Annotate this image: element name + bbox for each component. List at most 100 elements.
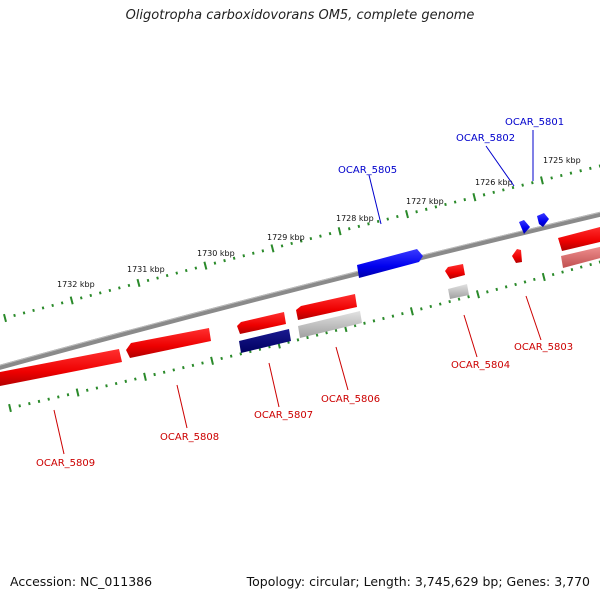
scale-bottom-minor-tick <box>401 312 404 316</box>
leader-ocar-5802 <box>485 145 515 187</box>
kbp-label-1727: 1727 kbp <box>406 197 444 206</box>
scale-top-minor-tick <box>51 303 54 308</box>
scale-top-major-tick <box>203 261 208 270</box>
scale-top-minor-tick <box>463 198 467 202</box>
scale-bottom-minor-tick <box>551 272 555 277</box>
gene-ocar-5807[interactable] <box>237 312 286 334</box>
scale-bottom-minor-tick <box>429 304 433 309</box>
gene-ocar-5804-pseudo[interactable] <box>448 284 469 299</box>
scale-bottom-major-tick <box>75 388 80 397</box>
kbp-label-1732: 1732 kbp <box>57 280 95 289</box>
scale-top-minor-tick <box>89 293 93 298</box>
reverse-genes <box>0 226 600 387</box>
gene-ocar-5806-pseudo[interactable] <box>298 311 362 338</box>
gene-ocar-5801[interactable] <box>537 213 549 227</box>
scale-top-minor-tick <box>146 278 150 283</box>
scale-bottom-minor-tick <box>570 267 574 272</box>
scale-top-minor-tick <box>280 244 284 248</box>
scale-bottom-minor-tick <box>220 356 223 361</box>
leader-ocar-5808 <box>176 384 188 429</box>
scale-bottom-minor-tick <box>306 335 309 340</box>
label-ocar-5801[interactable]: OCAR_5801 <box>505 117 564 128</box>
forward-genes <box>357 213 549 278</box>
gene-ocar-5808[interactable] <box>126 328 211 358</box>
scale-bottom-minor-tick <box>533 277 536 282</box>
label-ocar-5806[interactable]: OCAR_5806 <box>321 394 380 405</box>
gene-ocar-5802[interactable] <box>519 220 530 234</box>
scale-bottom-minor-tick <box>162 370 166 374</box>
scale-top-minor-tick <box>79 296 83 300</box>
scale-ring-top <box>3 164 600 323</box>
scale-bottom-minor-tick <box>334 328 338 333</box>
gene-ocar-5806[interactable] <box>296 294 357 320</box>
scale-bottom-minor-tick <box>467 295 470 299</box>
scale-bottom-minor-tick <box>66 393 70 397</box>
scale-bottom-minor-tick <box>420 307 423 311</box>
map-title: Oligotropha carboxidovorans OM5, complet… <box>125 8 475 23</box>
scale-bottom-major-tick <box>210 356 214 365</box>
scale-bottom-minor-tick <box>353 324 357 328</box>
scale-top-minor-tick <box>299 239 303 243</box>
scale-top-minor-tick <box>223 259 226 263</box>
label-ocar-5803[interactable]: OCAR_5803 <box>514 342 573 353</box>
label-ocar-5809[interactable]: OCAR_5809 <box>36 458 95 469</box>
scale-top-minor-tick <box>453 200 457 204</box>
scale-bottom-minor-tick <box>124 379 128 383</box>
scale-bottom-minor-tick <box>296 338 300 342</box>
label-ocar-5808[interactable]: OCAR_5808 <box>160 432 219 443</box>
kbp-label-1726: 1726 kbp <box>475 178 513 187</box>
gene-labels: OCAR_5801 OCAR_5802 OCAR_5805 OCAR_5803 … <box>36 117 573 469</box>
scale-bottom-minor-tick <box>182 366 185 370</box>
kbp-label-1731: 1731 kbp <box>127 265 165 274</box>
gene-ocar-5804[interactable] <box>445 264 465 279</box>
leader-ocar-5805 <box>368 174 382 225</box>
scale-bottom-minor-tick <box>391 314 395 318</box>
scale-bottom-major-tick <box>8 403 12 413</box>
scale-bottom-minor-tick <box>448 299 451 304</box>
scale-top-minor-tick <box>175 271 179 275</box>
scale-top-minor-tick <box>357 224 361 228</box>
label-ocar-5805[interactable]: OCAR_5805 <box>338 165 397 176</box>
scale-top-minor-tick <box>165 273 169 278</box>
scale-top-minor-tick <box>502 188 505 192</box>
gene-ocar-5805[interactable] <box>357 249 423 278</box>
scale-bottom-minor-tick <box>172 368 176 372</box>
label-ocar-5804[interactable]: OCAR_5804 <box>451 360 510 371</box>
scale-top-major-tick <box>405 210 409 219</box>
scale-bottom-minor-tick <box>382 316 385 321</box>
scale-bottom-minor-tick <box>28 401 31 406</box>
scale-top-minor-tick <box>550 176 553 180</box>
scale-bottom-minor-tick <box>95 386 99 390</box>
label-ocar-5802[interactable]: OCAR_5802 <box>456 133 515 144</box>
scale-bottom-minor-tick <box>191 363 195 367</box>
scale-top-minor-tick <box>434 205 438 209</box>
gene-ocar-5803[interactable] <box>512 249 522 263</box>
scale-top-minor-tick <box>424 207 428 211</box>
label-ocar-5807[interactable]: OCAR_5807 <box>254 410 313 421</box>
scale-top-major-tick <box>337 227 342 236</box>
scale-bottom-minor-tick <box>495 287 499 291</box>
scale-top-minor-tick <box>511 185 515 190</box>
gene-ocar-5809[interactable] <box>0 349 122 387</box>
scale-top-minor-tick <box>444 202 447 207</box>
genome-stats-text: Topology: circular; Length: 3,745,629 bp… <box>246 574 590 589</box>
scale-top-minor-tick <box>290 241 293 246</box>
scale-top-minor-tick <box>22 311 26 315</box>
scale-top-minor-tick <box>108 288 112 293</box>
gene-ocar-5807-pseudo[interactable] <box>239 329 291 353</box>
accession-text: Accession: NC_011386 <box>10 574 153 589</box>
scale-top-minor-tick <box>589 166 592 170</box>
scale-top-minor-tick <box>569 171 573 175</box>
scale-bottom-minor-tick <box>114 381 118 386</box>
scale-top-minor-tick <box>560 173 563 178</box>
scale-bottom-major-tick <box>143 372 147 381</box>
kbp-label-1729: 1729 kbp <box>267 233 305 242</box>
gene-right-edge[interactable] <box>558 226 600 251</box>
gene-right-edge-pseudo[interactable] <box>561 246 600 268</box>
kbp-scale-labels: 1725 kbp 1726 kbp 1727 kbp 1728 kbp 1729… <box>57 156 581 289</box>
scale-top-minor-tick <box>41 306 45 310</box>
scale-top-major-tick <box>540 176 544 185</box>
scale-bottom-minor-tick <box>315 333 319 337</box>
scale-top-minor-tick <box>309 236 313 241</box>
